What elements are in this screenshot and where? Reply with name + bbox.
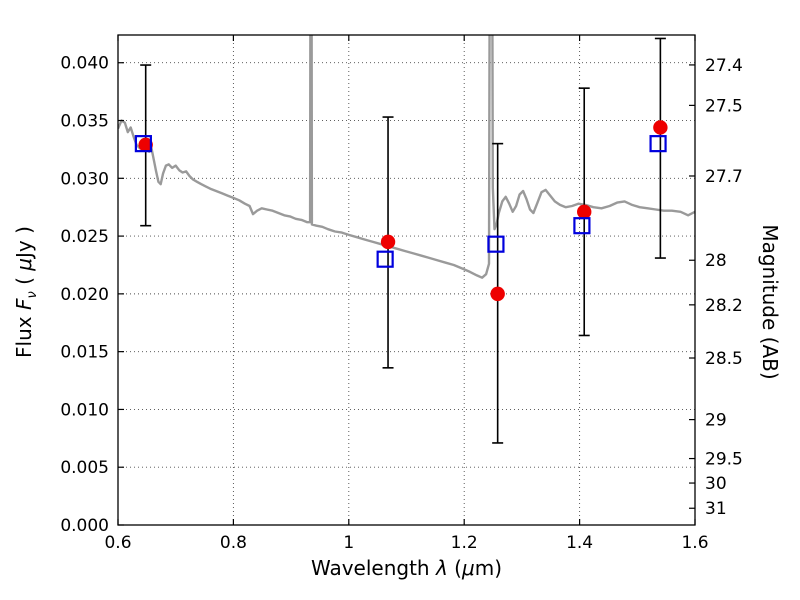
model-photometry-point — [376, 250, 394, 268]
x-tick-label: 1.2 — [451, 533, 478, 553]
y-axis-label-magnitude: Magnitude (AB) — [758, 224, 782, 380]
y-tick-label-flux: 0.010 — [60, 400, 109, 420]
y-tick-label-flux: 0.015 — [60, 343, 109, 363]
model-photometry-point — [649, 135, 667, 153]
y-tick-label-magnitude: 27.4 — [705, 56, 743, 76]
y-tick-label-magnitude: 28.2 — [705, 296, 743, 316]
y-axis-label-flux: Flux Fν ( μJy ) — [12, 226, 40, 358]
y-tick-label-flux: 0.040 — [60, 54, 109, 74]
x-tick-label: 0.6 — [104, 533, 131, 553]
x-tick-label: 1 — [343, 533, 354, 553]
y-tick-label-flux: 0.005 — [60, 458, 109, 478]
y-tick-label-flux: 0.035 — [60, 112, 109, 132]
y-tick-label-magnitude: 28.5 — [705, 349, 743, 369]
observed-photometry-point — [380, 234, 396, 250]
mu-symbol: μ — [12, 257, 36, 271]
flux-symbol: F — [12, 298, 36, 311]
model-spectrum-line — [118, 35, 695, 279]
xlabel-post: m) — [474, 556, 503, 580]
x-axis-label: Wavelength λ (μm) — [118, 556, 695, 580]
model-photometry-point — [487, 235, 505, 253]
y-tick-label-flux: 0.020 — [60, 285, 109, 305]
x-tick-label: 0.8 — [220, 533, 247, 553]
ylabel-pre: Flux — [12, 310, 36, 358]
y-tick-label-flux: 0.000 — [60, 516, 109, 536]
x-tick-label: 1.6 — [681, 533, 708, 553]
y-tick-label-magnitude: 29 — [705, 411, 727, 431]
y-tick-label-magnitude: 28 — [705, 251, 727, 271]
mu-symbol: μ — [461, 556, 475, 580]
nu-subscript: ν — [25, 291, 40, 299]
x-tick-label: 1.4 — [566, 533, 593, 553]
y-tick-label-magnitude: 30 — [705, 474, 727, 494]
y-tick-label-magnitude: 29.5 — [705, 450, 743, 470]
lambda-symbol: λ — [435, 556, 448, 580]
ylabel-post: Jy ) — [12, 226, 36, 258]
y-tick-label-flux: 0.025 — [60, 227, 109, 247]
model-photometry-point — [134, 135, 152, 153]
xlabel-mid: ( — [447, 556, 462, 580]
observed-photometry-point — [490, 286, 505, 302]
ylabel-mid: ( — [12, 270, 36, 292]
y-tick-label-flux: 0.030 — [60, 169, 109, 189]
plot-frame — [117, 34, 696, 526]
y-tick-label-magnitude: 27.5 — [705, 96, 743, 116]
observed-photometry-point — [138, 137, 153, 152]
y-tick-label-magnitude: 31 — [705, 499, 727, 519]
xlabel-pre: Wavelength — [310, 556, 436, 580]
model-photometry-point — [573, 217, 591, 235]
y-tick-label-magnitude: 27.7 — [705, 167, 743, 187]
observed-photometry-point — [577, 204, 592, 220]
observed-photometry-point — [653, 120, 668, 135]
